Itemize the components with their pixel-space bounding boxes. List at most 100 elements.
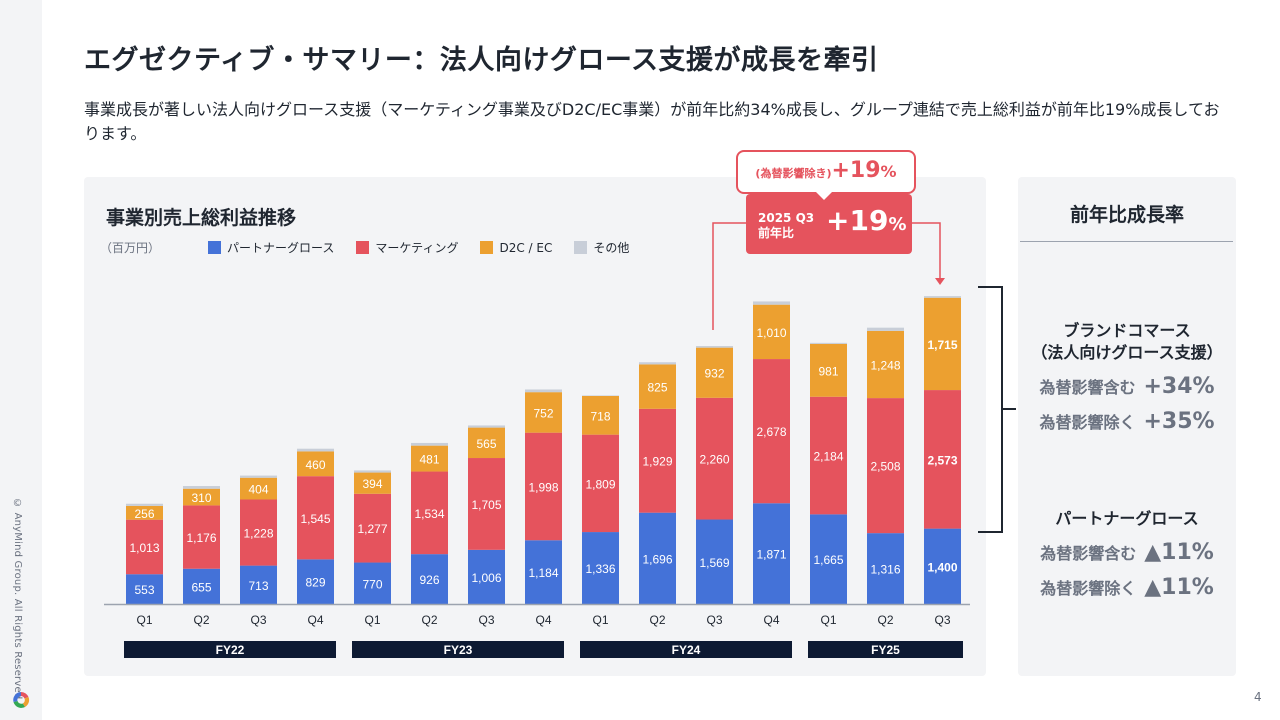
row-value: +34% <box>1143 374 1215 399</box>
data-label: 1,006 <box>471 571 501 585</box>
bar-segment-d2c-ec <box>696 347 733 398</box>
data-label: 1,013 <box>129 541 159 555</box>
bar-segment-partner-growth <box>297 559 334 604</box>
callout-main-number: +19 <box>826 204 889 237</box>
x-tick-label: Q2 <box>421 613 437 627</box>
data-label: 770 <box>362 577 382 591</box>
bar-segment-other <box>240 475 277 478</box>
bar-segment-partner-growth <box>126 574 163 604</box>
legend-swatch <box>356 241 370 254</box>
bracket <box>978 286 1003 533</box>
data-label: 932 <box>704 367 724 381</box>
x-tick-label: Q3 <box>934 613 950 627</box>
yoy-panel <box>1018 177 1236 676</box>
chart-title: 事業別売上総利益推移 <box>106 207 297 229</box>
callout-main-value: +19% <box>826 204 906 237</box>
brand-commerce-row-excl-fx: 為替影響除く +35% <box>1018 409 1236 434</box>
brand-commerce-heading: ブランドコマース <box>1063 321 1191 340</box>
bar-segment-partner-growth <box>411 554 448 604</box>
bar-segment-d2c-ec <box>297 451 334 477</box>
bar-segment-other <box>696 346 733 348</box>
page-number: 4 <box>1254 690 1262 704</box>
brand-commerce-block: ブランドコマース （法人向けグロース支援） 為替影響含む +34% 為替影響除く +… <box>1018 320 1236 434</box>
connector-line-right <box>912 222 941 278</box>
bar-segment-other <box>639 362 676 365</box>
bar-segment-marketing <box>696 397 733 520</box>
data-label: 1,336 <box>585 562 615 576</box>
x-tick-label: Q1 <box>136 613 152 627</box>
callout-main-pct: % <box>888 214 907 235</box>
data-label: 981 <box>818 364 838 378</box>
chart-legend: パートナーグロース マーケティング D2C / EC その他 <box>208 239 629 256</box>
callout-yoy: 2025 Q3 前年比 +19% <box>746 194 912 254</box>
bar-segment-partner-growth <box>924 528 961 604</box>
bar-segment-marketing <box>810 396 847 515</box>
bar-segment-partner-growth <box>810 514 847 604</box>
bar-segment-other <box>582 395 619 396</box>
bar-segment-other <box>810 342 847 344</box>
legend-label: パートナーグロース <box>227 241 335 255</box>
legend-item-d2c-ec: D2C / EC <box>480 239 552 256</box>
bar-segment-other <box>126 503 163 506</box>
bar-segment-marketing <box>354 493 391 563</box>
bar-segment-other <box>924 296 961 298</box>
callout-notch <box>816 192 832 200</box>
legend-swatch <box>480 241 494 254</box>
x-tick-label: Q2 <box>877 613 893 627</box>
legend-item-marketing: マーケティング <box>356 239 458 256</box>
bar-segment-partner-growth <box>753 503 790 604</box>
bar-segment-d2c-ec <box>411 445 448 472</box>
data-label: 713 <box>248 579 268 593</box>
x-tick-label: Q4 <box>535 613 551 627</box>
legend-item-other: その他 <box>574 239 629 256</box>
bar-segment-d2c-ec <box>924 297 961 391</box>
data-label: 481 <box>419 453 439 467</box>
fiscal-year-band <box>580 641 792 658</box>
bar-segment-partner-growth <box>525 540 562 604</box>
fiscal-year-band <box>124 641 336 658</box>
fiscal-year-label: FY25 <box>871 643 900 657</box>
connector-line-left <box>712 222 746 330</box>
bar-segment-d2c-ec <box>240 477 277 500</box>
bar-segment-d2c-ec <box>126 505 163 520</box>
callout-top-label: (為替影響除き) <box>755 167 832 180</box>
data-label: 1,569 <box>699 556 729 570</box>
bar-segment-marketing <box>639 408 676 513</box>
legend-swatch <box>574 241 588 254</box>
bar-segment-d2c-ec <box>525 392 562 433</box>
bar-segment-d2c-ec <box>468 427 505 459</box>
partner-growth-row-incl-fx: 為替影響含む ▲11% <box>1018 540 1236 565</box>
data-label: 460 <box>305 458 325 472</box>
anymind-logo-icon <box>13 691 30 708</box>
data-label: 1,400 <box>927 560 957 574</box>
bar-segment-other <box>354 470 391 473</box>
callout-top-value: +19 <box>831 158 881 183</box>
x-tick-label: Q3 <box>478 613 494 627</box>
x-tick-label: Q2 <box>193 613 209 627</box>
data-label: 718 <box>590 409 610 423</box>
legend-label: D2C / EC <box>499 240 553 255</box>
data-label: 565 <box>476 437 496 451</box>
yoy-panel-divider <box>1020 241 1233 242</box>
data-label: 1,705 <box>471 498 501 512</box>
bar-segment-marketing <box>924 390 961 529</box>
data-label: 310 <box>191 491 211 505</box>
data-label: 1,184 <box>528 566 558 580</box>
data-label: 1,228 <box>243 527 273 541</box>
bar-segment-marketing <box>525 432 562 541</box>
data-label: 1,534 <box>414 507 444 521</box>
data-label: 655 <box>191 580 211 594</box>
bar-segment-d2c-ec <box>753 304 790 360</box>
bar-segment-partner-growth <box>696 519 733 604</box>
legend-label: マーケティング <box>375 241 459 255</box>
row-label: 為替影響除く <box>1040 579 1137 598</box>
data-label: 1,809 <box>585 477 615 491</box>
bar-segment-marketing <box>582 434 619 533</box>
unit-label: （百万円） <box>100 241 161 255</box>
row-value: +35% <box>1143 409 1215 434</box>
bar-segment-marketing <box>126 519 163 575</box>
bar-segment-partner-growth <box>240 565 277 604</box>
data-label: 2,573 <box>927 453 957 467</box>
bar-segment-partner-growth <box>354 562 391 604</box>
callout-fx-excluded: (為替影響除き)+19% <box>736 150 916 194</box>
